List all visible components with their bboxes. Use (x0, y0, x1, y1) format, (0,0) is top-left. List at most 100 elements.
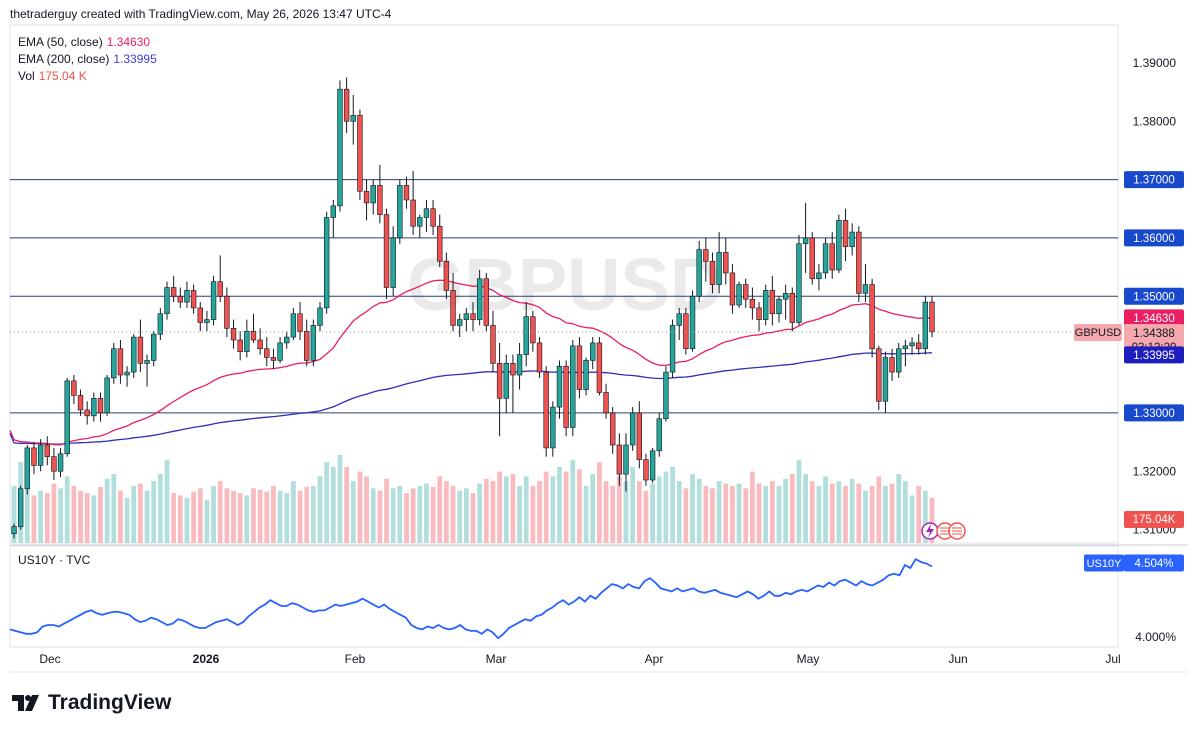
volume-bar (84, 493, 90, 543)
candle-body (184, 290, 190, 303)
candle-body (170, 287, 177, 297)
volume-bar (803, 474, 809, 543)
volume-bar (330, 466, 336, 543)
volume-bar (257, 489, 263, 543)
volume-bar (849, 478, 855, 543)
candle-body (583, 360, 589, 390)
legend-ema50[interactable]: EMA (50, close) 1.34630 (18, 35, 150, 49)
tradingview-logo-text: TradingView (48, 691, 172, 714)
volume-bar (883, 485, 888, 543)
price-tick: 1.39000 (1133, 56, 1177, 70)
candle-body (197, 307, 203, 323)
legend-volume-value: 175.04 K (38, 69, 87, 83)
volume-bar (736, 483, 742, 543)
volume-bar (769, 481, 775, 543)
candle-body (743, 284, 749, 300)
candle-body (663, 371, 669, 420)
candle-body (304, 330, 310, 361)
volume-bar (583, 485, 589, 543)
legend-ema200[interactable]: EMA (200, close) 1.33995 (18, 52, 157, 66)
candle-body (756, 307, 762, 320)
candle-body (563, 365, 569, 428)
candle-body (51, 456, 57, 472)
candle-body (77, 395, 84, 411)
volume-bar (443, 481, 449, 543)
candle-body (97, 398, 104, 414)
candle-body (363, 190, 370, 204)
volume-bar (743, 488, 749, 543)
candle-body (104, 377, 110, 414)
candle-body (822, 243, 829, 274)
volume-bar (231, 490, 236, 543)
candle-body (849, 231, 855, 247)
candle-body (210, 281, 217, 320)
us10y-value-label: 4.504% (1134, 558, 1173, 570)
candle-body (264, 348, 270, 358)
volume-bar (836, 481, 842, 543)
volume-bar (264, 491, 270, 543)
sub-pane-frame (9, 545, 1119, 648)
candle-body (24, 447, 30, 490)
candle-body (397, 185, 403, 239)
candle-body (350, 115, 356, 122)
volume-bar (157, 474, 163, 543)
volume-bar (271, 485, 276, 543)
volume-bar (616, 476, 622, 543)
volume-bar (537, 481, 542, 543)
volume-bar (38, 490, 44, 543)
volume-bar (337, 455, 343, 543)
candle-body (616, 444, 623, 475)
volume-bar (277, 490, 283, 543)
candle-body (151, 333, 157, 361)
candle-body (437, 225, 443, 262)
candle-body (297, 313, 303, 332)
volume-bar (44, 493, 50, 543)
tradingview-logo-icon (12, 695, 39, 711)
tradingview-logo[interactable]: TradingView (12, 691, 171, 715)
candle-body (649, 450, 656, 481)
volume-bar (71, 485, 77, 543)
candle-body (590, 342, 596, 361)
candle-body (323, 217, 330, 309)
legend-volume[interactable]: Vol 175.04 K (18, 69, 87, 83)
volume-bar (177, 495, 183, 543)
candle-body (776, 298, 782, 315)
volume-bar (483, 478, 489, 543)
candle-body (443, 260, 450, 291)
volume-bar (856, 483, 862, 543)
candle-body (789, 293, 795, 323)
volume-bar (710, 488, 715, 543)
volume-bar (543, 471, 549, 543)
volume-bar (237, 493, 243, 543)
candle-body (603, 392, 609, 414)
candle-body (91, 398, 97, 417)
volume-bar (324, 462, 330, 543)
candle-body (177, 295, 183, 303)
volume-bar (164, 459, 170, 543)
candle-body (516, 354, 523, 376)
volume-bar (397, 485, 403, 543)
candle-body (882, 357, 889, 402)
volume-bar (144, 490, 150, 543)
volume-bar (703, 485, 709, 543)
volume-bar (304, 486, 310, 543)
volume-bar (98, 486, 103, 543)
legend-us10y[interactable]: US10Y · TVC (18, 553, 91, 567)
volume-bar (530, 485, 536, 543)
volume-bar (290, 481, 296, 543)
candle-body (922, 301, 929, 350)
candle-body (909, 342, 915, 347)
volume-bar (723, 483, 729, 543)
volume-bar (31, 495, 37, 543)
volume-bar (563, 471, 569, 543)
volume-bar (457, 490, 463, 543)
candle-body (131, 336, 137, 373)
volume-bar (78, 490, 83, 543)
volume-bar (510, 474, 516, 543)
candle-body (543, 371, 549, 449)
volume-bar (869, 485, 875, 543)
horizontal-level-tag (1124, 404, 1184, 422)
candle-body (390, 237, 396, 288)
candle-body (490, 325, 496, 364)
volume-bar (297, 490, 303, 543)
